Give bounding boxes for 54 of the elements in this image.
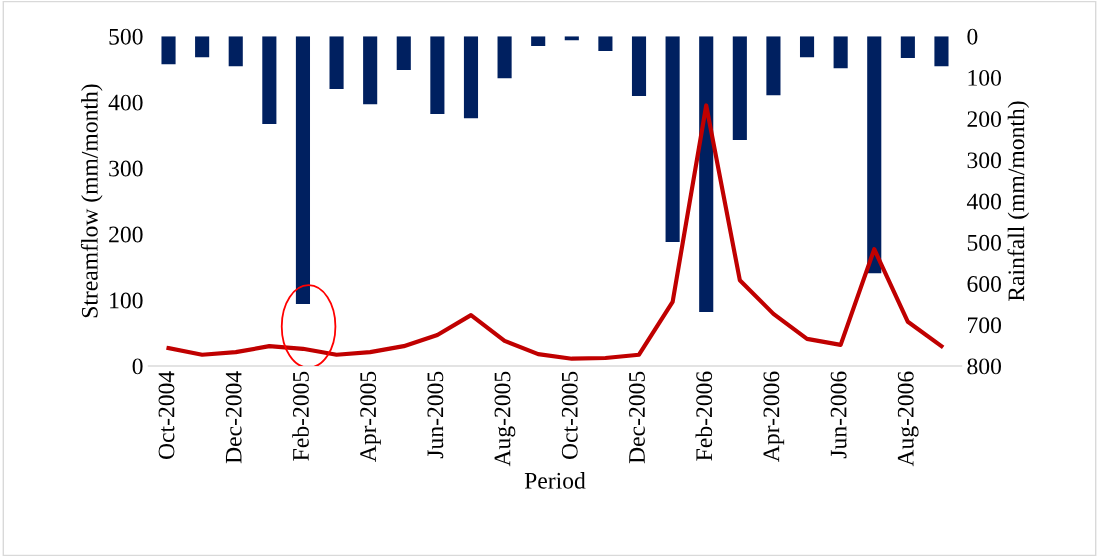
bar	[531, 36, 546, 47]
bar	[934, 36, 949, 67]
x-tick-label: Dec-2004	[225, 371, 242, 464]
bar	[699, 36, 714, 312]
x-tick-label: Apr-2006	[763, 371, 785, 462]
bar	[363, 36, 378, 105]
bar	[766, 36, 781, 96]
y2-tick-label: 100	[968, 69, 1001, 86]
bar	[396, 36, 411, 70]
x-tick-label: Aug-2005	[494, 371, 516, 467]
x-tick-label: Oct-2004	[158, 371, 175, 460]
bar	[195, 36, 210, 58]
y2-tick-label: 0	[967, 28, 978, 45]
y-tick-label: 400	[108, 94, 143, 111]
x-tick-label: Apr-2005	[360, 371, 381, 462]
bar	[631, 36, 647, 96]
y2-tick-label: 200	[967, 111, 1001, 128]
bar	[732, 36, 747, 141]
bar	[430, 36, 445, 115]
y-tick-label: 100	[110, 292, 143, 309]
y2-tick-label: 300	[967, 152, 1001, 169]
line-series	[166, 103, 944, 361]
bar	[497, 36, 512, 79]
bar	[228, 36, 243, 67]
y2-axis-title: Rainfall (mm/month)	[1007, 101, 1030, 302]
x-tick-label: Aug-2006	[897, 371, 919, 467]
y2-tick-label: 400	[966, 193, 1001, 210]
y-tick-label: 200	[109, 226, 143, 243]
x-axis-title: Period	[524, 472, 586, 489]
bar	[799, 36, 815, 58]
y2-tick-label: 600	[967, 276, 1001, 292]
bar	[833, 36, 848, 69]
bar	[665, 36, 680, 242]
y-tick-label: 0	[132, 358, 143, 375]
x-tick-label: Dec-2005	[628, 371, 645, 464]
bar	[329, 36, 344, 89]
bar	[161, 36, 176, 65]
bar	[295, 36, 311, 305]
y-tick-label: 500	[109, 28, 143, 45]
x-tick-label: Jun-2006	[830, 371, 847, 459]
bar	[867, 36, 882, 274]
y2-tick-label: 500	[967, 234, 1001, 251]
bar	[900, 36, 915, 59]
x-tick-label: Jun-2005	[427, 371, 444, 459]
x-tick-label: Feb-2005	[292, 371, 309, 461]
y2-tick-label: 800	[967, 358, 1001, 375]
x-tick-label: Oct-2005	[561, 371, 578, 460]
y-axis-title: Streamflow (mm/month)	[80, 84, 103, 318]
bar	[463, 36, 479, 119]
x-tick-label: Feb-2006	[695, 371, 713, 461]
bar	[598, 36, 613, 52]
y2-tick-label: 700	[968, 317, 1001, 334]
bar	[262, 36, 277, 124]
y-tick-label: 300	[109, 160, 143, 177]
